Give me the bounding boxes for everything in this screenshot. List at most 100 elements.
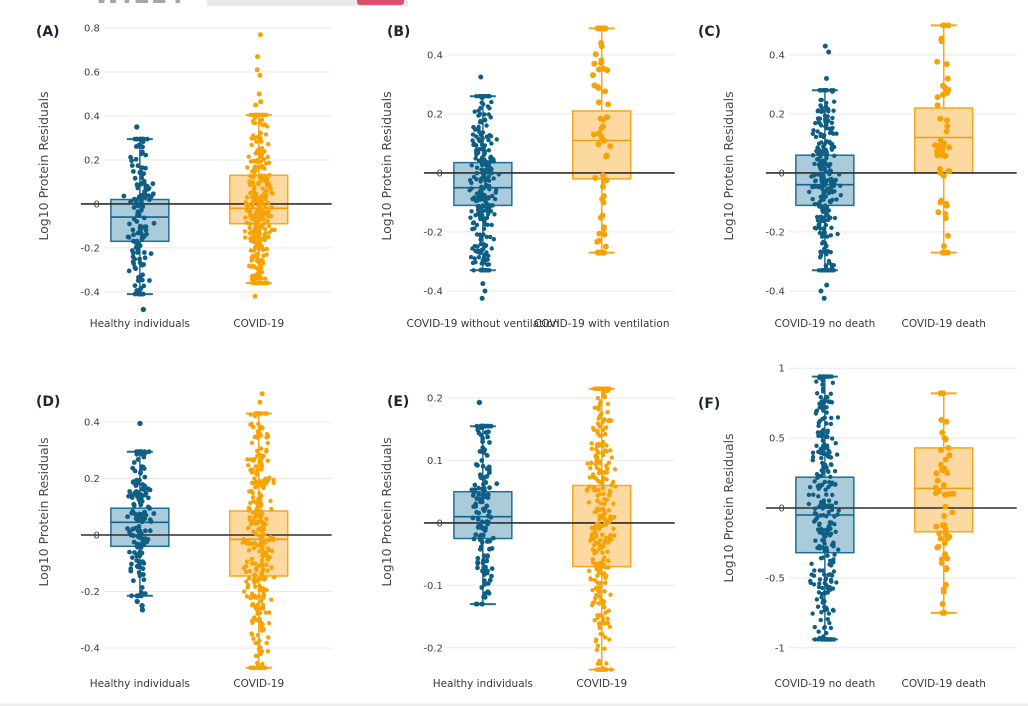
svg-text:Healthy individuals: Healthy individuals (90, 678, 190, 690)
points-blue (807, 374, 842, 642)
points-blue (467, 74, 501, 301)
panel-D: 0.4 0.2 0 -0.2 -0.4 Healthy individuals COVID-… (0, 360, 343, 706)
panel-F: 1 0.5 0 -0.5 -1 COVID-19 no death COVID-19 dea… (685, 360, 1028, 706)
panel-letter: (D) (36, 394, 60, 410)
panel-E: 0.2 0.1 0 -0.1 -0.2 Healthy individuals COVID-… (343, 360, 686, 706)
points-orange (584, 386, 618, 672)
svg-text:-0.4: -0.4 (80, 644, 99, 655)
svg-text:0.8: 0.8 (84, 23, 100, 34)
panel-C: 0.4 0.2 0 -0.2 -0.4 COVID-19 no death COVID-19… (685, 14, 1028, 360)
x-category-labels: COVID-19 no death COVID-19 death (775, 318, 987, 330)
svg-text:-0.2: -0.2 (80, 243, 99, 254)
header-toolbar-fragment (207, 0, 408, 6)
page-bottom-strip (0, 703, 1028, 706)
svg-text:-0.4: -0.4 (423, 286, 442, 297)
wiley-logo[interactable]: WILEY (94, 0, 210, 5)
panel-letter: (C) (698, 24, 721, 40)
svg-text:COVID-19 death: COVID-19 death (902, 318, 986, 330)
svg-text:0.5: 0.5 (769, 434, 785, 445)
svg-text:-0.4: -0.4 (80, 287, 99, 298)
svg-text:0.4: 0.4 (427, 50, 443, 61)
y-tick-labels: 0.4 0.2 0 -0.2 -0.4 (766, 50, 785, 297)
svg-text:0.2: 0.2 (427, 394, 443, 405)
svg-text:COVID-19: COVID-19 (233, 678, 284, 690)
y-tick-labels: 0.4 0.2 0 -0.2 -0.4 (423, 50, 442, 297)
panel-A: 0.8 0.6 0.4 0.2 0 -0.2 -0.4 Healthy individuals… (0, 14, 343, 360)
points-orange (933, 390, 957, 616)
y-axis-label: Log10 Protein Residuals (721, 91, 736, 240)
svg-text:1: 1 (779, 364, 785, 375)
svg-text:COVID-19 death: COVID-19 death (902, 678, 986, 690)
svg-text:-0.1: -0.1 (423, 581, 442, 592)
points-blue (125, 420, 157, 613)
panel-F-plot: 1 0.5 0 -0.5 -1 COVID-19 no death COVID-19 dea… (698, 364, 1017, 690)
svg-text:COVID-19 with ventilation: COVID-19 with ventilation (534, 318, 669, 330)
svg-text:-1: -1 (775, 643, 785, 654)
points-blue (469, 399, 499, 607)
box-orange (914, 392, 974, 614)
panel-A-plot: 0.8 0.6 0.4 0.2 0 -0.2 -0.4 Healthy individuals… (36, 23, 332, 330)
svg-text:0.4: 0.4 (84, 111, 100, 122)
box-orange (914, 24, 974, 254)
svg-text:-0.2: -0.2 (80, 587, 99, 598)
svg-text:-0.2: -0.2 (766, 227, 785, 238)
panel-D-plot: 0.4 0.2 0 -0.2 -0.4 Healthy individuals COVID-… (36, 391, 332, 690)
svg-text:0: 0 (94, 530, 100, 541)
header-access-badge[interactable] (357, 0, 404, 5)
y-axis-label: Log10 Protein Residuals (36, 437, 51, 586)
svg-text:COVID-19: COVID-19 (233, 318, 284, 330)
svg-text:0.2: 0.2 (769, 109, 785, 120)
panel-letter: (F) (698, 396, 720, 412)
svg-text:COVID-19 without ventilation: COVID-19 without ventilation (406, 318, 559, 330)
panel-letter: (B) (387, 24, 410, 40)
svg-text:Healthy individuals: Healthy individuals (432, 678, 532, 690)
svg-text:0.2: 0.2 (84, 474, 100, 485)
panel-E-plot: 0.2 0.1 0 -0.1 -0.2 Healthy individuals COVID-… (379, 386, 675, 690)
svg-text:COVID-19: COVID-19 (576, 678, 627, 690)
x-category-labels: Healthy individuals COVID-19 (90, 318, 284, 330)
svg-text:-0.2: -0.2 (423, 227, 442, 238)
panel-letter: (E) (387, 394, 409, 410)
svg-text:0.1: 0.1 (427, 456, 443, 467)
panel-B: 0.4 0.2 0 -0.2 -0.4 COVID-19 without ventilat… (343, 14, 686, 360)
wiley-logo-text: WILEY (94, 0, 210, 5)
panel-B-plot: 0.4 0.2 0 -0.2 -0.4 COVID-19 without ventilat… (379, 24, 675, 330)
y-tick-labels: 0.4 0.2 0 -0.2 -0.4 (80, 417, 99, 654)
svg-text:0: 0 (436, 518, 442, 529)
page-header: WILEY (0, 0, 1028, 14)
x-category-labels: COVID-19 no death COVID-19 death (775, 678, 987, 690)
x-category-labels: Healthy individuals COVID-19 (90, 678, 284, 690)
y-axis-label: Log10 Protein Residuals (36, 91, 51, 240)
y-axis-label: Log10 Protein Residuals (379, 91, 394, 240)
x-category-labels: Healthy individuals COVID-19 (432, 678, 626, 690)
svg-text:COVID-19 no death: COVID-19 no death (775, 318, 876, 330)
points-orange (932, 22, 953, 256)
points-orange (240, 391, 277, 670)
points-orange (242, 32, 277, 299)
y-axis-label: Log10 Protein Residuals (721, 433, 736, 582)
svg-text:COVID-19 no death: COVID-19 no death (775, 678, 876, 690)
svg-text:0: 0 (779, 503, 785, 514)
figure-grid: 0.8 0.6 0.4 0.2 0 -0.2 -0.4 Healthy individuals… (0, 14, 1028, 706)
svg-text:0: 0 (779, 168, 785, 179)
svg-text:-0.5: -0.5 (766, 573, 785, 584)
svg-text:0.4: 0.4 (84, 417, 100, 428)
svg-text:0.2: 0.2 (84, 155, 100, 166)
svg-text:0: 0 (436, 168, 442, 179)
svg-text:0: 0 (94, 199, 100, 210)
points-blue (807, 43, 844, 301)
svg-text:Healthy individuals: Healthy individuals (90, 318, 190, 330)
y-axis-label: Log10 Protein Residuals (379, 437, 394, 586)
svg-text:0.2: 0.2 (427, 109, 443, 120)
y-tick-labels: 1 0.5 0 -0.5 -1 (766, 364, 785, 655)
svg-text:0.4: 0.4 (769, 50, 785, 61)
y-tick-labels: 0.8 0.6 0.4 0.2 0 -0.2 -0.4 (80, 23, 99, 298)
panel-letter: (A) (36, 24, 60, 40)
svg-text:-0.2: -0.2 (423, 643, 442, 654)
svg-text:0.6: 0.6 (84, 67, 100, 78)
points-blue (121, 124, 157, 313)
y-tick-labels: 0.2 0.1 0 -0.1 -0.2 (423, 394, 442, 655)
